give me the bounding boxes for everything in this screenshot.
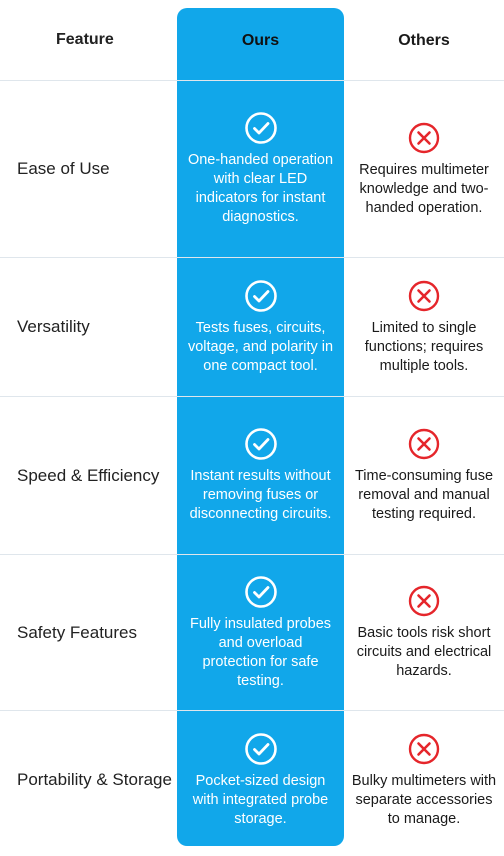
header-row: Feature Ours Others	[0, 0, 504, 80]
others-text: Requires multimeter knowledge and two-ha…	[359, 161, 489, 216]
cross-circle-icon	[408, 585, 440, 617]
cross-circle-icon	[408, 428, 440, 460]
check-circle-icon	[244, 732, 277, 765]
ours-cell: Tests fuses, circuits, voltage, and pola…	[177, 258, 344, 396]
others-text: Time-consuming fuse removal and manual t…	[354, 468, 494, 522]
ours-text: One-handed operation with clear LED indi…	[187, 152, 334, 225]
others-cell: Time-consuming fuse removal and manual t…	[344, 397, 504, 554]
ours-text: Tests fuses, circuits, voltage, and pola…	[187, 319, 334, 374]
others-text: Bulky multimeters with separate accessor…	[351, 772, 497, 827]
feature-label: Speed & Efficiency	[17, 465, 160, 485]
ours-column-highlight	[177, 8, 344, 846]
header-feature: Feature	[56, 31, 114, 48]
ours-text: Fully insulated probes and overload prot…	[189, 615, 332, 689]
table-row: Safety Features Fully insulated probes a…	[0, 554, 504, 710]
check-circle-icon	[244, 428, 277, 460]
ours-cell: One-handed operation with clear LED indi…	[177, 81, 344, 257]
feature-label: Safety Features	[17, 622, 138, 642]
header-ours: Ours	[241, 31, 280, 49]
check-circle-icon	[244, 112, 277, 144]
feature-label: Versatility	[17, 317, 90, 336]
feature-label: Ease of Use	[17, 159, 110, 178]
ours-cell: Pocket-sized design with integrated prob…	[177, 711, 344, 849]
ours-cell: Fully insulated probes and overload prot…	[177, 555, 344, 710]
others-cell: Limited to single functions; requires mu…	[344, 258, 504, 396]
table-row: Versatility Tests fuses, circuits, volta…	[0, 257, 504, 396]
others-text: Basic tools risk short circuits and elec…	[356, 625, 492, 679]
check-circle-icon	[244, 279, 277, 312]
others-cell: Requires multimeter knowledge and two-ha…	[344, 81, 504, 257]
others-cell: Bulky multimeters with separate accessor…	[344, 711, 504, 849]
cross-circle-icon	[408, 280, 440, 311]
table-row: Ease of Use One-handed operation with cl…	[0, 80, 504, 257]
table-row: Speed & Efficiency Instant results witho…	[0, 396, 504, 554]
header-others: Others	[398, 31, 450, 49]
ours-cell: Instant results without removing fuses o…	[177, 397, 344, 554]
table-row: Portability & Storage Pocket-sized desig…	[0, 710, 504, 849]
ours-text: Pocket-sized design with integrated prob…	[192, 772, 329, 827]
others-text: Limited to single functions; requires mu…	[364, 319, 484, 374]
cross-circle-icon	[408, 733, 440, 764]
ours-text: Instant results without removing fuses o…	[189, 468, 332, 522]
feature-label: Portability & Storage	[17, 770, 172, 789]
check-circle-icon	[244, 575, 277, 608]
others-cell: Basic tools risk short circuits and elec…	[344, 555, 504, 710]
cross-circle-icon	[408, 122, 440, 153]
